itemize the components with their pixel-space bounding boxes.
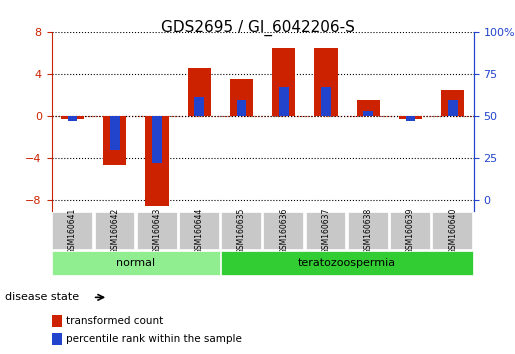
Bar bbox=[399, 116, 422, 119]
Bar bbox=[237, 100, 246, 116]
Text: GSM160642: GSM160642 bbox=[110, 207, 119, 254]
Text: GSM160644: GSM160644 bbox=[195, 207, 204, 254]
Text: GSM160637: GSM160637 bbox=[321, 207, 331, 254]
FancyBboxPatch shape bbox=[53, 212, 92, 249]
Text: GSM160635: GSM160635 bbox=[237, 207, 246, 254]
Bar bbox=[272, 48, 296, 116]
Bar bbox=[145, 116, 169, 206]
Text: normal: normal bbox=[116, 258, 156, 268]
Text: GSM160641: GSM160641 bbox=[68, 207, 77, 254]
FancyBboxPatch shape bbox=[221, 251, 473, 275]
FancyBboxPatch shape bbox=[264, 212, 303, 249]
Text: GSM160640: GSM160640 bbox=[448, 207, 457, 254]
Bar bbox=[195, 97, 204, 116]
Bar bbox=[52, 333, 62, 345]
Text: GSM160643: GSM160643 bbox=[152, 207, 162, 254]
Bar bbox=[110, 116, 119, 150]
Bar bbox=[314, 48, 338, 116]
FancyBboxPatch shape bbox=[137, 212, 177, 249]
FancyBboxPatch shape bbox=[390, 212, 430, 249]
Text: transformed count: transformed count bbox=[65, 316, 163, 326]
Text: GSM160636: GSM160636 bbox=[279, 207, 288, 254]
Text: GSM160639: GSM160639 bbox=[406, 207, 415, 254]
FancyBboxPatch shape bbox=[221, 212, 261, 249]
Bar bbox=[321, 87, 331, 116]
FancyBboxPatch shape bbox=[348, 212, 388, 249]
Bar bbox=[406, 116, 415, 121]
Bar bbox=[68, 116, 77, 121]
Bar bbox=[152, 116, 162, 162]
Text: GSM160638: GSM160638 bbox=[364, 207, 373, 254]
Bar bbox=[448, 100, 457, 116]
Bar bbox=[230, 79, 253, 116]
Bar bbox=[61, 116, 84, 119]
Bar bbox=[279, 87, 288, 116]
FancyBboxPatch shape bbox=[306, 212, 346, 249]
FancyBboxPatch shape bbox=[179, 212, 219, 249]
Bar bbox=[103, 116, 127, 165]
Bar bbox=[356, 100, 380, 116]
FancyBboxPatch shape bbox=[95, 212, 134, 249]
Text: disease state: disease state bbox=[5, 292, 79, 302]
Text: GDS2695 / GI_6042206-S: GDS2695 / GI_6042206-S bbox=[161, 19, 354, 36]
FancyBboxPatch shape bbox=[433, 212, 472, 249]
Bar bbox=[364, 111, 373, 116]
Bar bbox=[187, 68, 211, 116]
Text: percentile rank within the sample: percentile rank within the sample bbox=[65, 334, 242, 344]
Text: teratozoospermia: teratozoospermia bbox=[298, 258, 396, 268]
FancyBboxPatch shape bbox=[53, 251, 219, 275]
Bar bbox=[441, 90, 465, 116]
Bar bbox=[52, 315, 62, 327]
